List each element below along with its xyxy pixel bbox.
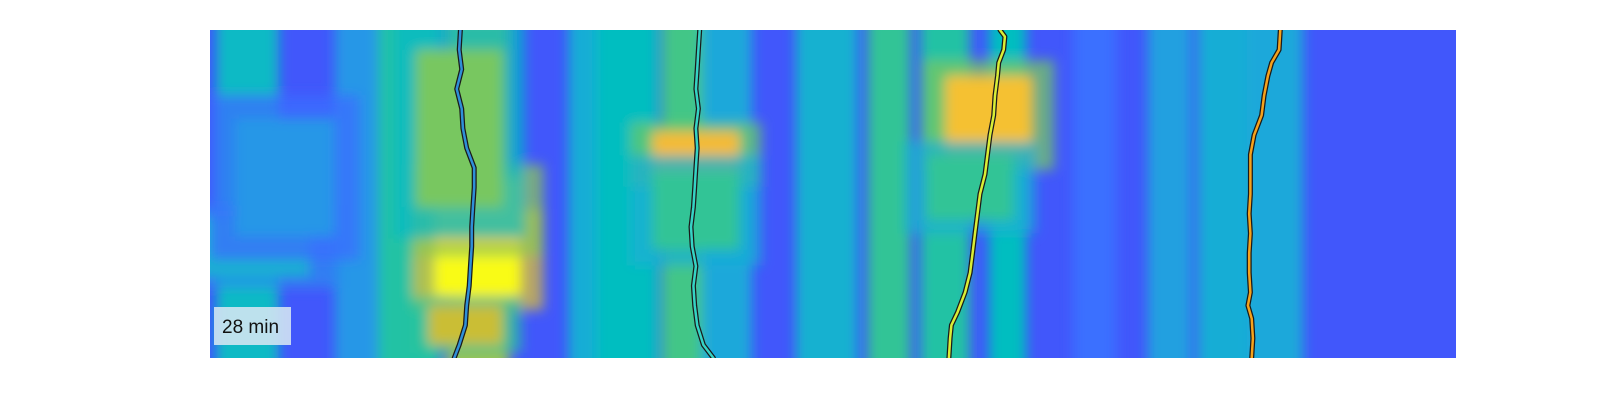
heat-column-9: [867, 30, 911, 358]
track-line-3: [947, 30, 1007, 358]
time-label: 28 min: [222, 317, 279, 338]
track-lines: [451, 30, 1283, 358]
time-annotation-box: [214, 307, 291, 345]
heat-hotspot-9: [234, 118, 335, 237]
heat-column-12: [1072, 30, 1117, 358]
heat-hotspot-7: [926, 154, 1014, 221]
time-annotation: 28 min: [214, 307, 291, 345]
heat-column-14: [1197, 30, 1254, 358]
track-line-4: [1246, 30, 1282, 358]
heat-column-8: [795, 30, 858, 358]
heat-column-15: [1247, 30, 1304, 358]
heat-column-13: [1147, 30, 1192, 358]
track-line-1: [452, 30, 476, 358]
heatmap: [210, 30, 1456, 358]
track-line-2: [689, 30, 715, 358]
